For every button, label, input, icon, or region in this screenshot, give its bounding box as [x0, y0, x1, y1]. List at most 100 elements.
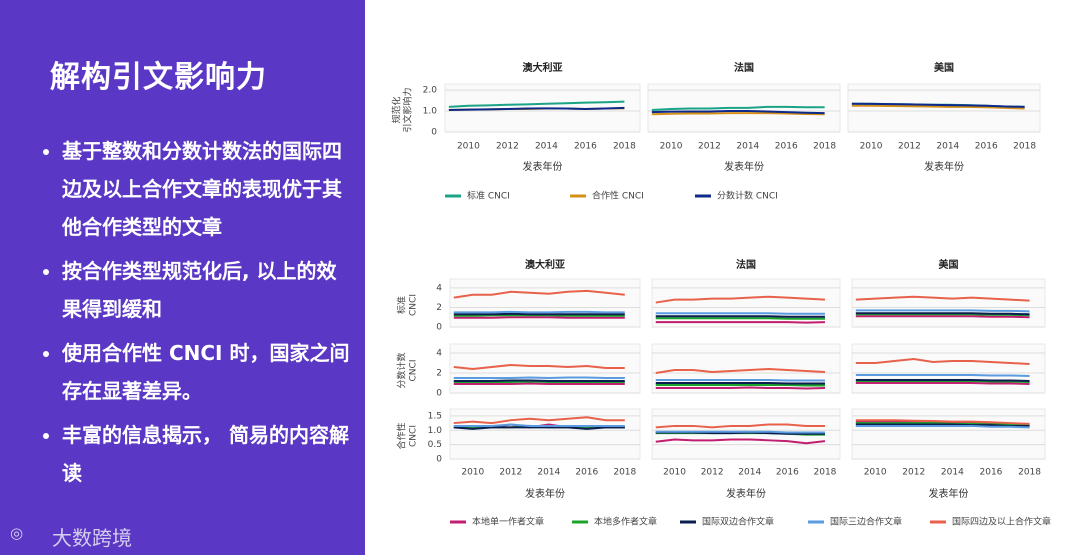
y-axis-label: 引文影响力 — [402, 87, 414, 132]
legend-label: 标准 CNCI — [467, 190, 510, 202]
x-tick-label: 2016 — [975, 142, 998, 152]
x-axis-label: 发表年份 — [525, 487, 565, 500]
legend-label: 合作性 CNCI — [592, 190, 644, 202]
line — [651, 105, 825, 111]
panel-title: 法国 — [736, 258, 756, 271]
logo-icon: ◎ — [10, 524, 24, 542]
x-tick-label: 2014 — [537, 468, 560, 478]
y-tick-label: 0.5 — [428, 440, 442, 450]
line — [453, 423, 625, 427]
x-tick-label: 2012 — [701, 468, 724, 478]
line — [855, 357, 1030, 365]
legend-label: 国际四边及以上合作文章 — [952, 516, 1051, 528]
line — [655, 423, 825, 429]
x-tick-label: 2010 — [457, 142, 480, 152]
y-axis-label: 规范化 — [391, 96, 403, 123]
x-axis-label: 发表年份 — [924, 160, 964, 173]
y-tick-label: 0 — [436, 389, 442, 399]
row-label: 分数计数 — [396, 352, 408, 388]
row-label: CNCI — [409, 294, 419, 316]
panel-title: 法国 — [734, 61, 754, 74]
y-tick-label: 2 — [436, 303, 442, 313]
y-tick-label: 4 — [436, 283, 442, 293]
panel-bg — [851, 343, 1046, 394]
line — [448, 106, 625, 111]
bullet-list: 基于整数和分数计数法的国际四边及以上合作文章的表现优于其他合作类型的文章 按合作… — [40, 132, 352, 498]
x-tick-label: 2010 — [860, 142, 883, 152]
logo: 大数跨境 — [52, 526, 132, 550]
bullet: 使用合作性 CNCI 时，国家之间存在显著差异。 — [62, 334, 352, 410]
line — [855, 382, 1030, 385]
x-tick-label: 2016 — [575, 468, 598, 478]
line — [855, 379, 1030, 382]
line — [453, 289, 625, 299]
panel-bg — [449, 408, 641, 460]
x-tick-label: 2016 — [775, 142, 798, 152]
legend-label: 分数计数 CNCI — [717, 190, 778, 202]
line — [453, 376, 625, 380]
line — [655, 386, 825, 390]
x-tick-label: 2016 — [574, 142, 597, 152]
line — [855, 312, 1030, 316]
y-tick-label: 1.5 — [428, 411, 442, 421]
legend-label: 国际双边合作文章 — [702, 516, 774, 528]
x-tick-label: 2014 — [736, 142, 759, 152]
row-label: 合作性 — [396, 422, 408, 449]
line — [851, 104, 1025, 110]
line — [651, 110, 825, 115]
x-tick-label: 2012 — [902, 468, 925, 478]
x-tick-label: 2018 — [1013, 142, 1036, 152]
y-tick-label: 0 — [436, 323, 442, 333]
line — [851, 102, 1025, 108]
line — [651, 112, 825, 116]
x-tick-label: 2018 — [1018, 468, 1041, 478]
y-tick-label: 2.0 — [423, 86, 438, 96]
line — [453, 363, 625, 371]
x-tick-label: 2014 — [936, 142, 959, 152]
row-label: CNCI — [409, 425, 419, 447]
line — [453, 416, 625, 425]
panel-bg — [651, 278, 841, 328]
y-tick-label: 1.0 — [423, 107, 438, 117]
x-tick-label: 2018 — [613, 468, 636, 478]
x-tick-label: 2012 — [898, 142, 921, 152]
slide-title: 解构引文影响力 — [50, 60, 267, 95]
x-tick-label: 2012 — [496, 142, 519, 152]
y-tick-label: 2 — [436, 369, 442, 379]
line — [453, 379, 625, 382]
x-tick-label: 2014 — [738, 468, 761, 478]
x-tick-label: 2010 — [660, 142, 683, 152]
x-tick-label: 2016 — [980, 468, 1003, 478]
line — [655, 382, 825, 385]
line — [655, 430, 825, 434]
line — [655, 367, 826, 374]
legend-label: 本地多作者文章 — [594, 516, 657, 528]
x-tick-label: 2018 — [613, 142, 636, 152]
line — [855, 419, 1030, 425]
line — [655, 379, 825, 382]
line — [855, 374, 1030, 377]
row-label: CNCI — [409, 360, 419, 382]
panel-title: 澳大利亚 — [525, 258, 565, 271]
bullet: 基于整数和分数计数法的国际四边及以上合作文章的表现优于其他合作类型的文章 — [62, 132, 352, 246]
line — [855, 424, 1030, 429]
line — [655, 295, 826, 304]
x-tick-label: 2012 — [499, 468, 522, 478]
y-tick-label: 0 — [436, 455, 442, 465]
line — [855, 423, 1030, 427]
line — [855, 295, 1030, 302]
panel-bg — [449, 278, 641, 328]
x-axis-label: 发表年份 — [724, 160, 764, 173]
x-tick-label: 2014 — [941, 468, 964, 478]
x-tick-label: 2018 — [813, 142, 836, 152]
line — [855, 422, 1030, 427]
x-tick-label: 2010 — [461, 468, 484, 478]
line — [655, 384, 825, 387]
line — [453, 382, 625, 385]
line — [855, 309, 1030, 313]
line — [453, 426, 625, 430]
line — [448, 100, 625, 108]
y-tick-label: 4 — [436, 349, 442, 359]
